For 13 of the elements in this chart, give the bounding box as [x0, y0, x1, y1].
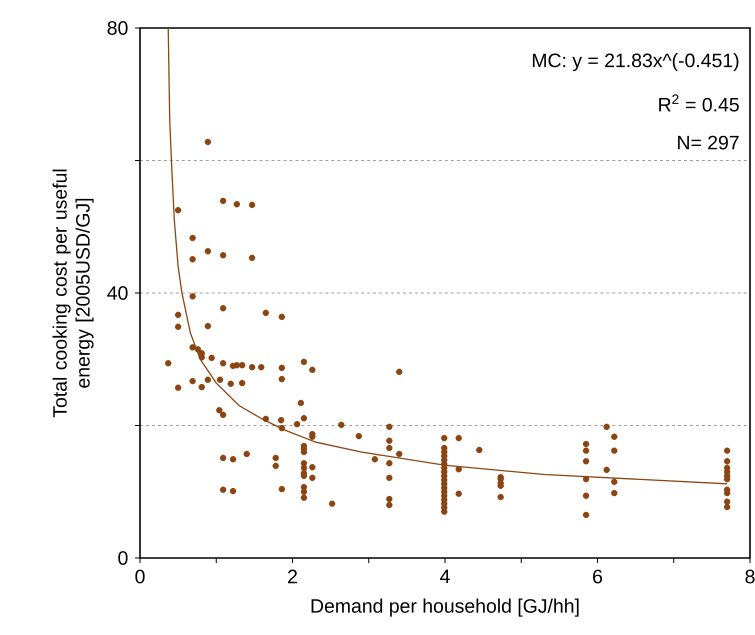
- y-tick-label: 80: [108, 21, 128, 35]
- x-tick-label: 4: [440, 570, 450, 584]
- y-tick-label: 40: [107, 286, 128, 300]
- y-tick-label: 0: [118, 551, 128, 565]
- x-axis-title: Demand per household [GJ/hh]: [312, 598, 579, 617]
- x-tick-label: 8: [745, 570, 755, 584]
- y-axis-title: Total cooking cost per useful energy [2005USD/GJ]: [52, 170, 94, 418]
- annotation: MC: y = 21.83x^(-0.451): [532, 53, 738, 72]
- x-tick-label: 0: [135, 570, 145, 584]
- annotation: N= 297: [678, 136, 739, 150]
- annotation: R$^{2}$ = 0.45: [659, 94, 739, 112]
- x-tick-label: 2: [288, 570, 297, 584]
- x-tick-label: 6: [593, 570, 602, 584]
